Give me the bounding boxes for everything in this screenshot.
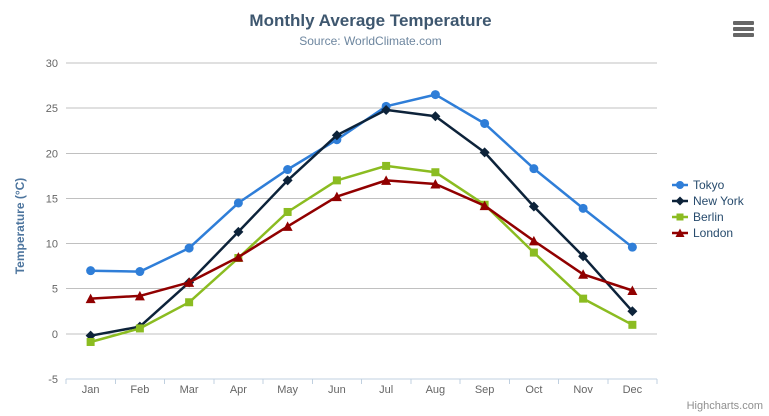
y-axis-title: Temperature (°C) — [13, 177, 27, 275]
legend: Tokyo New York Berlin London — [672, 177, 744, 241]
legend-item-new-york[interactable]: New York — [672, 193, 744, 209]
series-tokyo[interactable] — [86, 90, 637, 277]
x-axis-label: Nov — [573, 384, 593, 396]
legend-item-tokyo[interactable]: Tokyo — [672, 177, 744, 193]
legend-diamond-marker-icon — [672, 196, 688, 206]
x-axis-label: Oct — [525, 384, 542, 396]
legend-item-berlin[interactable]: Berlin — [672, 209, 744, 225]
y-axis-label: 25 — [46, 103, 58, 115]
x-axis-label: Sep — [475, 384, 495, 396]
legend-label: Berlin — [693, 210, 724, 224]
credits-link[interactable]: Highcharts.com — [686, 400, 763, 412]
legend-circle-marker-icon — [672, 181, 688, 189]
x-axis-label: Aug — [426, 384, 446, 396]
legend-label: Tokyo — [693, 178, 725, 192]
x-axis-label: Feb — [130, 384, 149, 396]
gridlines — [66, 62, 657, 380]
series-london[interactable] — [85, 175, 638, 304]
x-axis — [65, 378, 658, 384]
y-axis-label: 20 — [46, 148, 58, 160]
y-axis-label: 0 — [52, 329, 58, 341]
x-axis-label: Jan — [82, 384, 100, 396]
y-axis-label: 30 — [46, 58, 58, 70]
hamburger-icon — [733, 21, 754, 37]
legend-triangle-marker-icon — [672, 228, 688, 237]
x-axis-label: Dec — [623, 384, 643, 396]
chart-title: Monthly Average Temperature — [249, 11, 492, 30]
y-axis-label: 10 — [46, 239, 58, 251]
x-axis-label: Apr — [230, 384, 247, 396]
x-axis-label: Jul — [379, 384, 393, 396]
y-axis-label: -5 — [48, 374, 58, 386]
x-axis-label: May — [277, 384, 298, 396]
export-menu-button[interactable] — [733, 21, 754, 37]
legend-square-marker-icon — [672, 213, 688, 221]
chart-subtitle: Source: WorldClimate.com — [299, 34, 442, 48]
y-axis-label: 5 — [52, 284, 58, 296]
legend-label: New York — [693, 194, 744, 208]
series-new-york[interactable] — [85, 104, 638, 341]
legend-label: London — [693, 226, 734, 240]
x-axis-label: Mar — [180, 384, 199, 396]
y-axis-label: 15 — [46, 193, 58, 205]
legend-item-london[interactable]: London — [672, 225, 744, 241]
x-axis-label: Jun — [328, 384, 346, 396]
